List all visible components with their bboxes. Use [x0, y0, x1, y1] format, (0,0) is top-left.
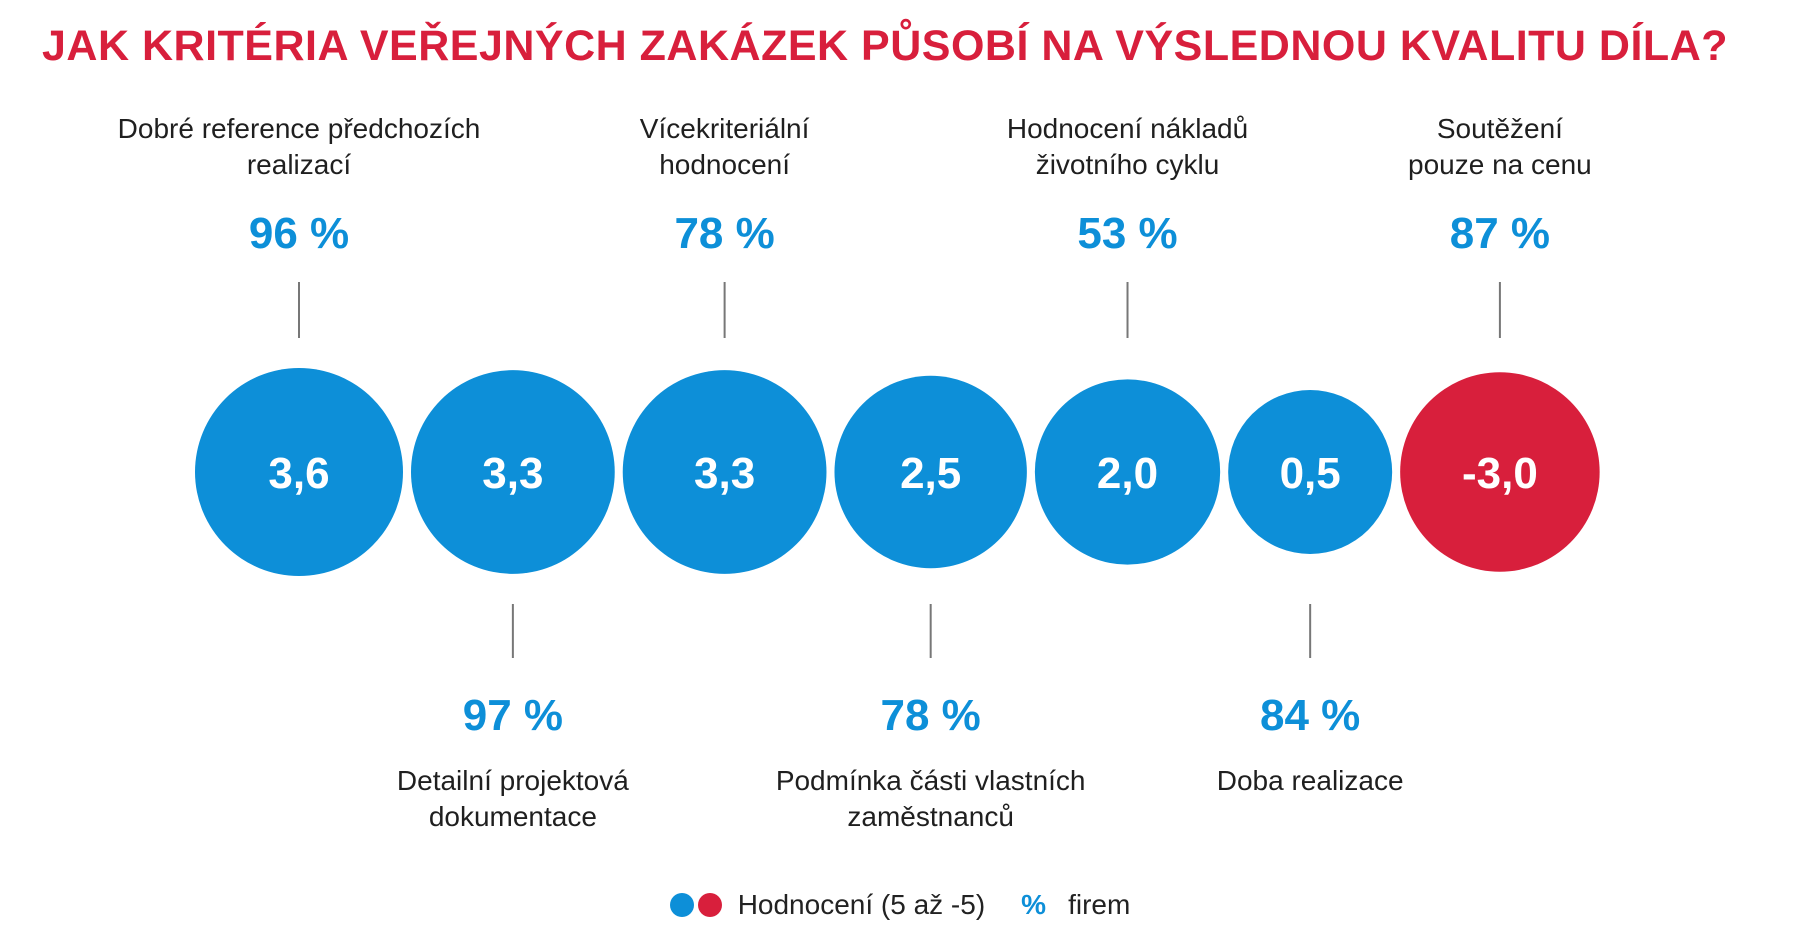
- bubble-value-4: 2,5: [900, 449, 961, 498]
- legend-dots: [669, 893, 722, 917]
- criterion-label-4-line-1: Podmínka části vlastních: [776, 765, 1086, 796]
- percent-label-6: 84 %: [1260, 691, 1360, 740]
- criterion-label-1-line-1: Dobré reference předchozích: [118, 113, 481, 144]
- criterion-label-5-line-2: životního cyklu: [1036, 149, 1220, 180]
- bubble-value-2: 3,3: [482, 449, 543, 498]
- legend: Hodnocení (5 až -5) % firem: [0, 885, 1800, 925]
- criterion-label-7-line-2: pouze na cenu: [1408, 149, 1592, 180]
- legend-rating-label: Hodnocení (5 až -5): [737, 889, 986, 920]
- bubble-chart: 3,6 96 % Dobré reference předchozích realiz…: [118, 113, 1600, 832]
- bubble-value-1: 3,6: [268, 449, 329, 498]
- criterion-label-4-line-2: zaměstnanců: [847, 801, 1014, 832]
- legend-dot-negative: [697, 893, 722, 917]
- percent-label-4: 78 %: [881, 691, 981, 740]
- bubble-value-5: 2,0: [1097, 449, 1158, 498]
- criterion-label-1-line-2: realizací: [247, 149, 351, 180]
- criterion-label-5-line-1: Hodnocení nákladů: [1007, 113, 1248, 144]
- bubble-6: [1228, 390, 1393, 554]
- percent-label-2: 97 %: [463, 691, 563, 740]
- criterion-label-2-line-1: Detailní projektová: [397, 765, 629, 796]
- legend-percent-symbol: %: [1021, 889, 1047, 920]
- criterion-label-2-line-2: dokumentace: [429, 801, 597, 832]
- bubble-2: [411, 370, 615, 574]
- bubble-4: [834, 375, 1027, 569]
- legend-percent-label: firem: [1068, 889, 1131, 920]
- criterion-label-3-line-2: hodnocení: [659, 149, 790, 180]
- bubble-5: [1034, 379, 1221, 565]
- bubble-3: [622, 370, 827, 574]
- criterion-label-3-line-1: Vícekriteriální: [640, 113, 810, 144]
- bubble-value-3: 3,3: [694, 449, 755, 498]
- percent-label-3: 78 %: [674, 209, 774, 258]
- bubble-value-6: 0,5: [1280, 449, 1341, 498]
- percent-label-7: 87 %: [1450, 209, 1550, 258]
- percent-label-5: 53 %: [1077, 209, 1177, 258]
- bubble-7: [1400, 372, 1600, 572]
- bubble-1: [195, 368, 403, 576]
- percent-label-1: 96 %: [249, 209, 349, 258]
- criterion-label-7-line-1: Soutěžení: [1437, 113, 1563, 144]
- criterion-label-6-line-1: Doba realizace: [1217, 765, 1404, 796]
- bubble-value-7: -3,0: [1462, 449, 1538, 498]
- legend-dot-positive: [669, 893, 694, 917]
- chart-title: JAK KRITÉRIA VEŘEJNÝCH ZAKÁZEK PŮSOBÍ NA…: [42, 22, 1729, 70]
